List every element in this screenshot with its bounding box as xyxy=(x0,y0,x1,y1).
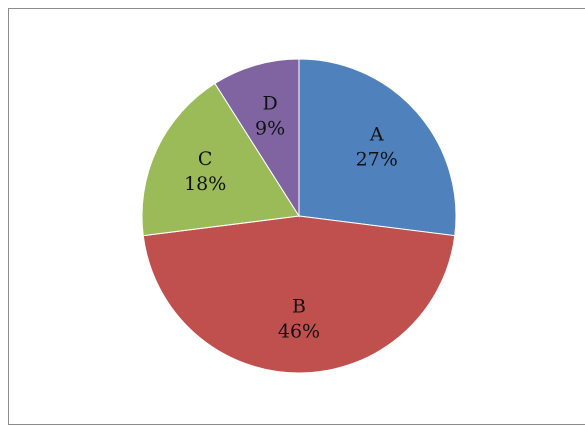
pie-slice-d xyxy=(214,58,300,218)
pie-slice-a xyxy=(298,58,457,237)
chart-frame: A 27% B 46% C 18% D 9% xyxy=(8,8,585,425)
pie-slice-c xyxy=(141,82,300,237)
slice-category-label-c: C xyxy=(198,148,213,170)
slice-value-label-c: 18% xyxy=(184,173,226,195)
slice-value-label-d: 9% xyxy=(255,118,285,140)
pie-slice-b xyxy=(142,215,456,374)
slice-category-label-b: B xyxy=(292,296,306,318)
pie-chart: A 27% B 46% C 18% D 9% xyxy=(141,58,457,374)
slice-category-label-d: D xyxy=(262,93,277,115)
slice-category-label-a: A xyxy=(369,124,384,146)
slice-value-label-b: 46% xyxy=(278,321,320,343)
slice-value-label-a: 27% xyxy=(356,149,398,171)
